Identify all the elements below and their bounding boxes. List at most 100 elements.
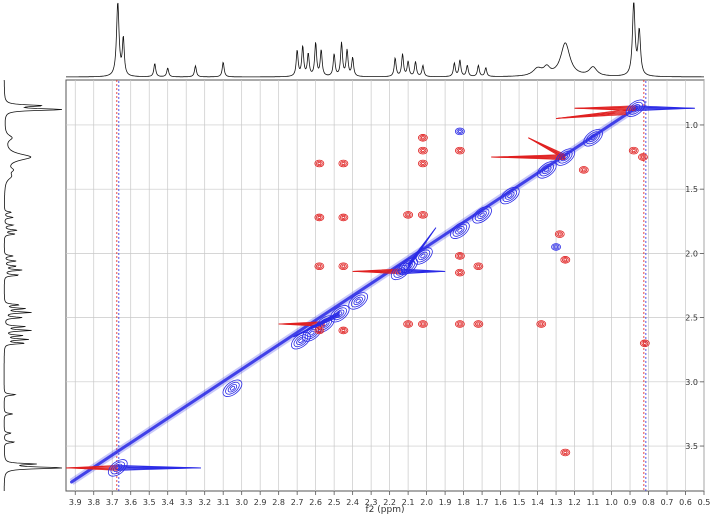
diagonal-band-halo xyxy=(69,105,638,485)
cross-peak-contour xyxy=(403,211,414,219)
diagonal-band xyxy=(70,106,638,484)
diagonal-peak-contour xyxy=(507,193,513,198)
ridge-contour xyxy=(635,107,695,110)
x-tick-label: 0.9 xyxy=(624,498,637,507)
cross-peak-contour xyxy=(404,321,412,327)
x-tick-label: 1.4 xyxy=(531,498,544,507)
cross-peak-contour xyxy=(339,160,347,167)
x-tick-label: 2.7 xyxy=(291,498,304,507)
left-1h-projection xyxy=(3,80,63,491)
cross-peak-contour xyxy=(419,135,427,141)
cross-peak-contour xyxy=(454,268,465,277)
diagonal-peak-contour xyxy=(502,189,518,203)
x-tick-label: 2.3 xyxy=(365,498,378,507)
x-axis-label: f2 (ppm) xyxy=(366,505,405,515)
top-projection-trace xyxy=(66,2,704,78)
diagonal-peak-contour xyxy=(583,129,603,147)
cross-peak-contour xyxy=(421,161,425,166)
cross-peak-contour xyxy=(563,450,568,454)
diagonal-peak-contour xyxy=(455,226,465,235)
diagonal-peak-contour xyxy=(450,221,470,239)
ridge-contour xyxy=(65,466,118,469)
cross-peak-contour xyxy=(638,153,648,161)
diagonal-peak-contour xyxy=(536,161,557,179)
x-tick-label: 1.2 xyxy=(568,498,581,507)
cross-peak-contour xyxy=(551,243,561,251)
diagonal-peak-contour xyxy=(296,336,306,345)
diagonal-peak-contour xyxy=(348,292,369,310)
y-tick-label: 3.0 xyxy=(685,378,698,387)
x-axis: 3.9 3.8 3.7 3.6 3.5 3.4 3.3 3.2 3.1 3.0 2.9 2.8 2.7 2… xyxy=(69,491,710,507)
diagonal-peak-contour xyxy=(353,296,363,306)
diagonal-peak-contour xyxy=(403,262,413,271)
x-tick-label: 0.8 xyxy=(642,498,655,507)
y-axis: 1.0 1.5 2.0 2.5 3.0 3.5 xyxy=(685,121,704,451)
x-tick-label: 0.7 xyxy=(661,498,674,507)
cross-peak-contour xyxy=(418,211,428,219)
cross-peak-contour xyxy=(339,327,347,334)
diagonal-peak-contour xyxy=(398,257,418,275)
x-tick-label: 2.1 xyxy=(402,498,415,507)
cross-peak-contour xyxy=(406,322,411,326)
x-tick-label: 3.3 xyxy=(180,498,193,507)
diagonal-peak-contour xyxy=(350,294,366,308)
cross-peak-contour xyxy=(341,215,346,219)
diagonal-peak-contour xyxy=(474,208,490,222)
ridge-contour xyxy=(556,111,627,119)
cross-peak-contour xyxy=(454,252,465,260)
cross-peak-contour xyxy=(339,214,347,221)
cross-peak-contour xyxy=(419,147,427,154)
cross-peak-contour xyxy=(561,257,569,263)
x-tick-label: 3.2 xyxy=(198,498,211,507)
diagonal-peak-contour xyxy=(457,227,463,233)
cross-peak-contour xyxy=(631,149,636,153)
cross-peak-contour xyxy=(580,167,588,173)
diagonal-peak-contour xyxy=(335,309,345,318)
diagonal-peak-contour xyxy=(452,223,468,237)
left-projection-trace xyxy=(3,80,63,491)
diagonal-peak-contour xyxy=(558,150,573,164)
cross-peak-contour xyxy=(560,448,571,457)
x-tick-label: 2.8 xyxy=(272,498,285,507)
cross-peak-contour xyxy=(628,146,639,155)
cross-peak-contour xyxy=(315,214,323,221)
cross-peak-contour xyxy=(341,264,346,268)
cross-peak-contour xyxy=(317,215,322,219)
diagonal-peak-contour xyxy=(630,104,641,113)
cross-peak-contour xyxy=(421,213,425,217)
diagonal-peak-contour xyxy=(400,259,416,273)
diagonal-peak-contour xyxy=(293,334,309,348)
x-tick-label: 1.1 xyxy=(587,498,600,507)
diagonal-peak-contour xyxy=(539,163,555,177)
cross-peak-contour xyxy=(557,232,562,236)
x-tick-label: 2.2 xyxy=(383,498,396,507)
cross-peak-contour xyxy=(419,212,427,218)
diagonal-peak-contour xyxy=(560,152,570,162)
cross-peak-contour xyxy=(421,322,425,326)
ridge-contour xyxy=(278,323,325,325)
diagonal-peak-contour xyxy=(418,251,428,261)
cross-peak-contour xyxy=(404,212,412,218)
diagonal-peak-contour xyxy=(555,148,576,166)
diagonal-peak-contour xyxy=(625,99,646,117)
diagonal-peak-contour xyxy=(110,461,126,475)
x-tick-label: 3.4 xyxy=(161,498,174,507)
grid-lines xyxy=(66,80,705,491)
cross-peak-contour xyxy=(418,146,428,155)
x-tick-label: 3.8 xyxy=(87,498,100,507)
cross-peak-contour xyxy=(537,321,545,327)
ridge-contour xyxy=(117,466,201,469)
cross-peak-contour xyxy=(474,263,482,269)
cross-peak-contour xyxy=(457,254,462,258)
cross-peak-contour xyxy=(552,244,560,250)
cross-peak-contour xyxy=(317,161,322,166)
x-tick-label: 1.8 xyxy=(457,498,470,507)
y-tick-label: 1.5 xyxy=(685,185,698,194)
cross-peak-contour xyxy=(419,321,427,327)
x-tick-label: 1.6 xyxy=(494,498,507,507)
x-tick-label: 1.3 xyxy=(550,498,563,507)
cross-peak-contour xyxy=(476,322,481,326)
cross-peak-contour xyxy=(338,213,349,222)
cross-peak-contour xyxy=(456,253,464,259)
diagonal-peak-contour xyxy=(420,253,426,259)
